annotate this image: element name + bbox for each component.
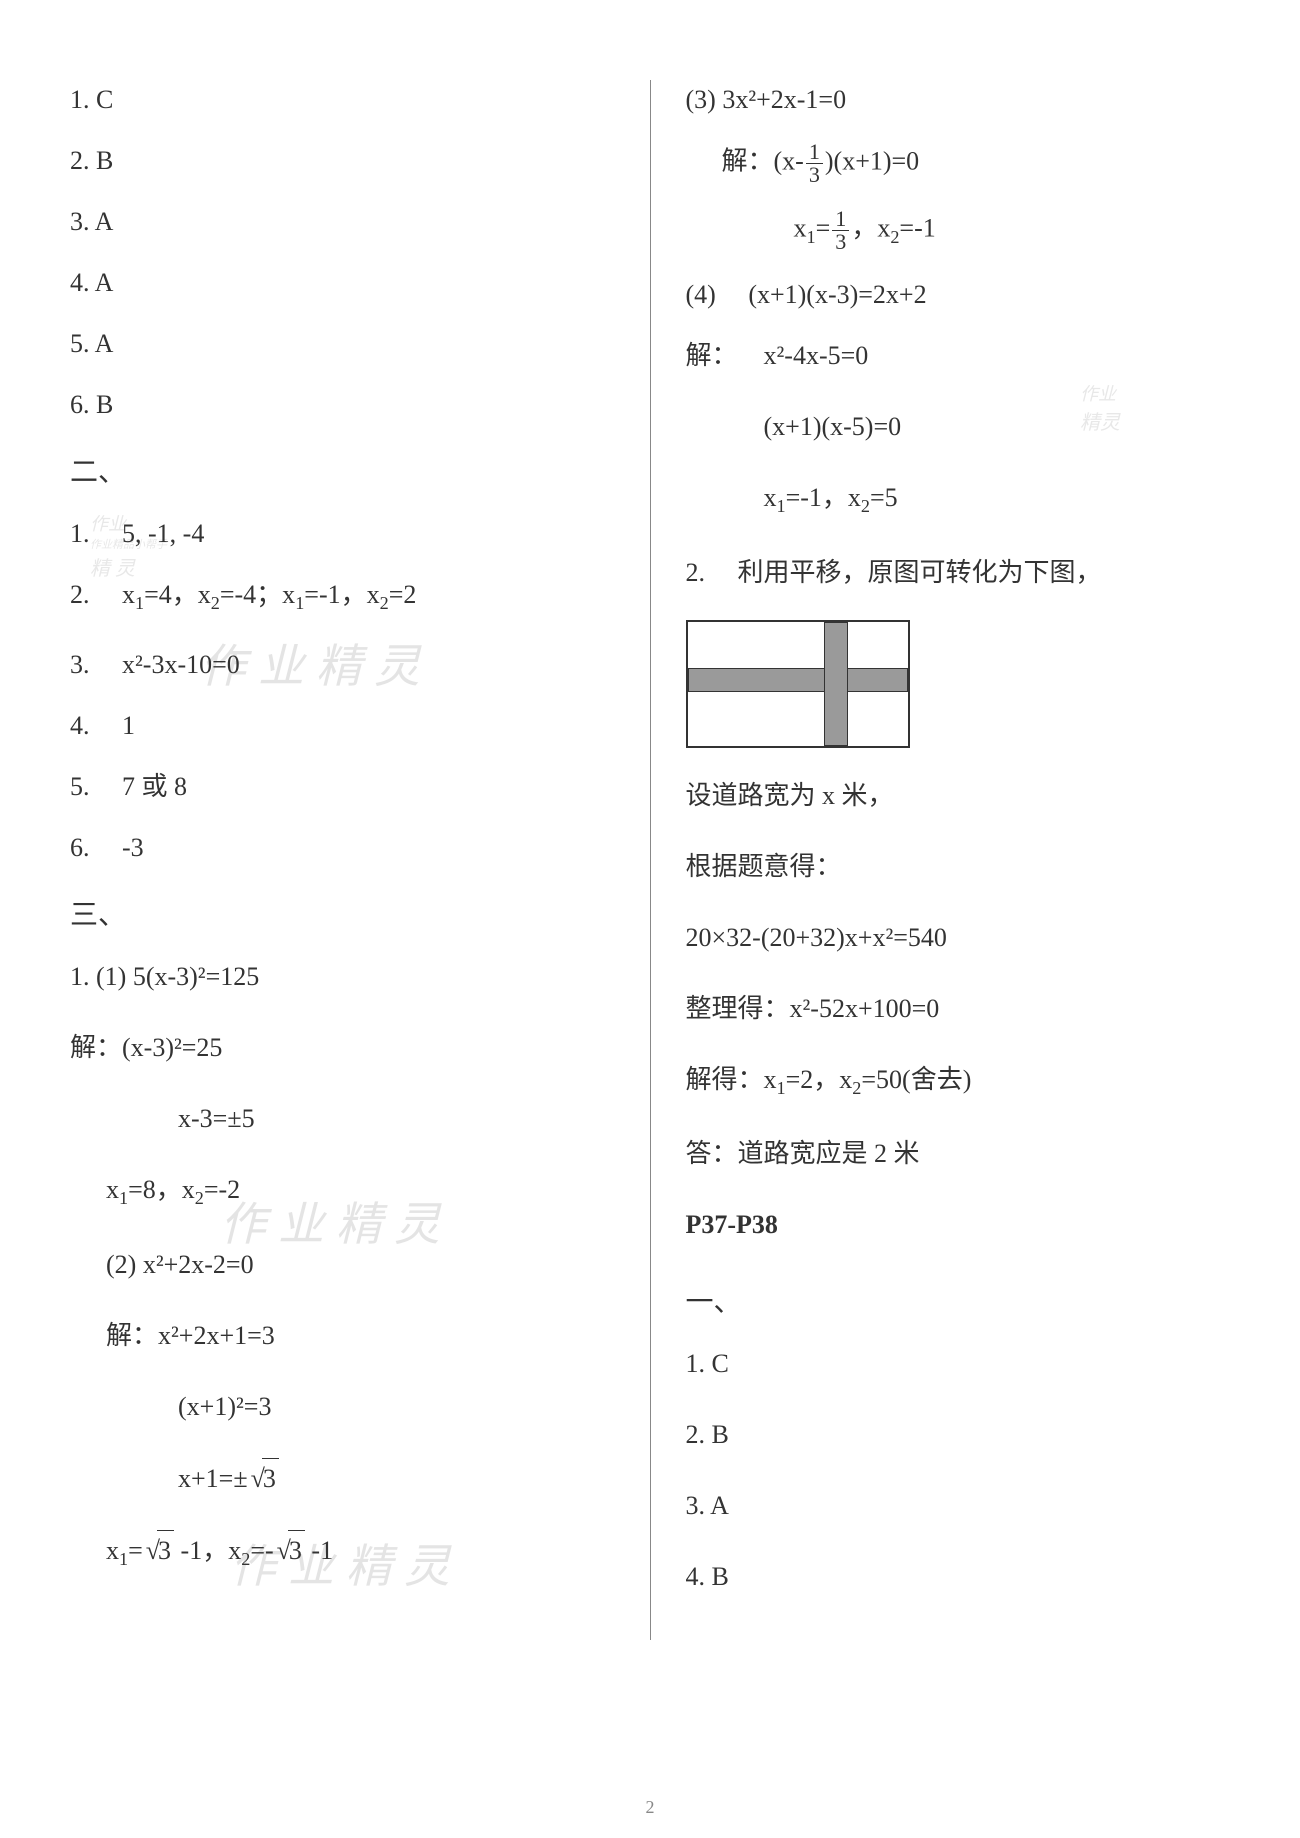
answer-line: 5. A xyxy=(70,324,615,363)
solution-line: (x+1)(x-5)=0 xyxy=(686,407,1231,446)
solution-line: 根据题意得： xyxy=(686,847,1231,886)
answer-line: 1. C xyxy=(686,1344,1231,1383)
right-column: (3) 3x²+2x-1=0 解：(x-13)(x+1)=0 x1=13，x2=… xyxy=(651,80,1231,1798)
answer-line: 3. x²-3x-10=0 xyxy=(70,645,615,684)
cross-diagram-container xyxy=(686,620,1231,748)
answer-line: 2. B xyxy=(686,1415,1231,1454)
answer-line: 3. A xyxy=(686,1486,1231,1525)
answer-line: 6. B xyxy=(70,385,615,424)
section-marker: 一、 xyxy=(686,1280,1231,1320)
solution-line: (4) (x+1)(x-3)=2x+2 xyxy=(686,275,1231,314)
answer-line: 5. 7 或 8 xyxy=(70,767,615,806)
solution-line: 1. (1) 5(x-3)²=125 xyxy=(70,957,615,996)
answer-line: 2. B xyxy=(70,141,615,180)
solution-line: 解：x²+2x+1=3 xyxy=(70,1316,615,1355)
solution-line: x-3=±5 xyxy=(70,1099,615,1138)
answer-line: 4. A xyxy=(70,263,615,302)
solution-line: 答：道路宽应是 2 米 xyxy=(686,1134,1231,1173)
solution-line: (x+1)²=3 xyxy=(70,1387,615,1426)
left-column: 1. C 2. B 3. A 4. A 5. A 6. B 二、 1. 5, -… xyxy=(70,80,650,1798)
page-number: 2 xyxy=(646,1797,655,1818)
solution-line: x1=-1，x2=5 xyxy=(686,478,1231,520)
solution-line: 整理得：x²-52x+100=0 xyxy=(686,989,1231,1028)
solution-line: 设道路宽为 x 米， xyxy=(686,776,1231,815)
cross-horizontal-bar xyxy=(688,668,908,692)
solution-line: x1=8，x2=-2 xyxy=(70,1170,615,1212)
solution-line: 解：(x-13)(x+1)=0 xyxy=(686,141,1231,186)
page-reference: P37-P38 xyxy=(686,1205,1231,1244)
solution-line: 解得：x1=2，x2=50(舍去) xyxy=(686,1060,1231,1102)
section-marker: 三、 xyxy=(70,893,615,933)
section-marker: 二、 xyxy=(70,450,615,490)
answer-line: 2. x1=4，x2=-4；x1=-1，x2=2 xyxy=(70,575,615,617)
solution-line: x1=13，x2=-1 xyxy=(686,208,1231,253)
solution-line: (2) x²+2x-2=0 xyxy=(70,1245,615,1284)
solution-line: 解： x²-4x-5=0 xyxy=(686,336,1231,375)
answer-line: 4. B xyxy=(686,1557,1231,1596)
solution-line: x+1=±3 xyxy=(70,1458,615,1498)
answer-line: 6. -3 xyxy=(70,828,615,867)
solution-line: x1=3 -1，x2=-3 -1 xyxy=(70,1530,615,1573)
answer-line: 1. 5, -1, -4 xyxy=(70,514,615,553)
solution-line: 2. 利用平移，原图可转化为下图， xyxy=(686,553,1231,592)
cross-diagram xyxy=(686,620,910,748)
answer-line: 4. 1 xyxy=(70,706,615,745)
solution-line: 解：(x-3)²=25 xyxy=(70,1028,615,1067)
solution-line: (3) 3x²+2x-1=0 xyxy=(686,80,1231,119)
page: 作业精灵 作业精灵 作业精灵 作业 作业精品小帮手 精 灵 作业 精灵 1. C… xyxy=(0,0,1300,1838)
cross-vertical-bar xyxy=(824,622,848,746)
solution-line: 20×32-(20+32)x+x²=540 xyxy=(686,918,1231,957)
answer-line: 1. C xyxy=(70,80,615,119)
answer-line: 3. A xyxy=(70,202,615,241)
